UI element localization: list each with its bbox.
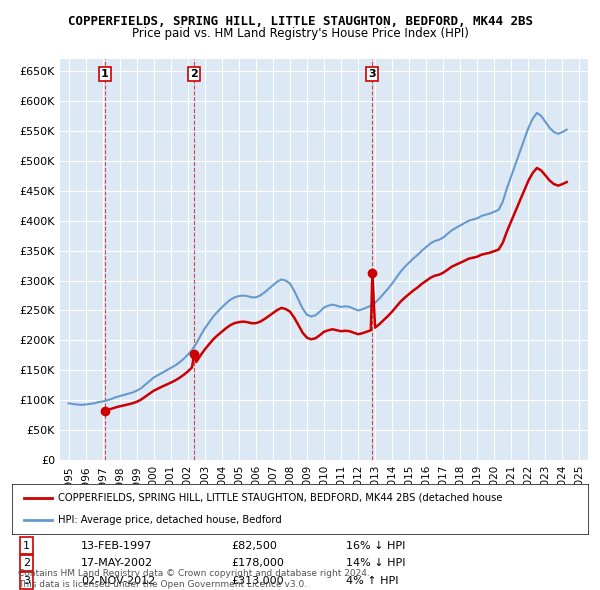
Text: £313,000: £313,000	[231, 576, 284, 586]
Text: 3: 3	[368, 69, 376, 79]
Text: COPPERFIELDS, SPRING HILL, LITTLE STAUGHTON, BEDFORD, MK44 2BS: COPPERFIELDS, SPRING HILL, LITTLE STAUGH…	[67, 15, 533, 28]
Text: 1: 1	[101, 69, 109, 79]
Text: 3: 3	[23, 576, 30, 586]
Text: 17-MAY-2002: 17-MAY-2002	[81, 558, 153, 568]
Text: 14% ↓ HPI: 14% ↓ HPI	[346, 558, 406, 568]
Text: 16% ↓ HPI: 16% ↓ HPI	[346, 540, 406, 550]
Text: COPPERFIELDS, SPRING HILL, LITTLE STAUGHTON, BEDFORD, MK44 2BS (detached house: COPPERFIELDS, SPRING HILL, LITTLE STAUGH…	[58, 493, 503, 503]
Text: 2: 2	[23, 558, 30, 568]
Text: £178,000: £178,000	[231, 558, 284, 568]
Text: 02-NOV-2012: 02-NOV-2012	[81, 576, 155, 586]
Text: Price paid vs. HM Land Registry's House Price Index (HPI): Price paid vs. HM Land Registry's House …	[131, 27, 469, 40]
Text: £82,500: £82,500	[231, 540, 277, 550]
Text: 1: 1	[23, 540, 30, 550]
Text: 2: 2	[190, 69, 198, 79]
Text: 4% ↑ HPI: 4% ↑ HPI	[346, 576, 398, 586]
Text: 13-FEB-1997: 13-FEB-1997	[81, 540, 152, 550]
Text: Contains HM Land Registry data © Crown copyright and database right 2024.
This d: Contains HM Land Registry data © Crown c…	[18, 569, 370, 589]
Text: HPI: Average price, detached house, Bedford: HPI: Average price, detached house, Bedf…	[58, 515, 282, 525]
